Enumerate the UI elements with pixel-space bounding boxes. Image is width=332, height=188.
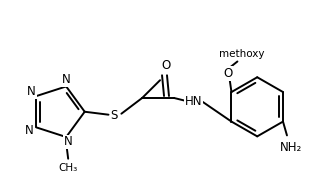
Text: NH₂: NH₂ <box>280 141 302 154</box>
Text: N: N <box>62 73 71 86</box>
Text: CH₃: CH₃ <box>58 163 78 173</box>
Text: N: N <box>25 124 34 137</box>
Text: N: N <box>27 85 36 98</box>
Text: HN: HN <box>185 95 203 108</box>
Text: N: N <box>64 136 73 149</box>
Text: methoxy: methoxy <box>219 49 264 59</box>
Text: O: O <box>161 59 171 72</box>
Text: S: S <box>111 109 118 122</box>
Text: O: O <box>223 67 232 80</box>
